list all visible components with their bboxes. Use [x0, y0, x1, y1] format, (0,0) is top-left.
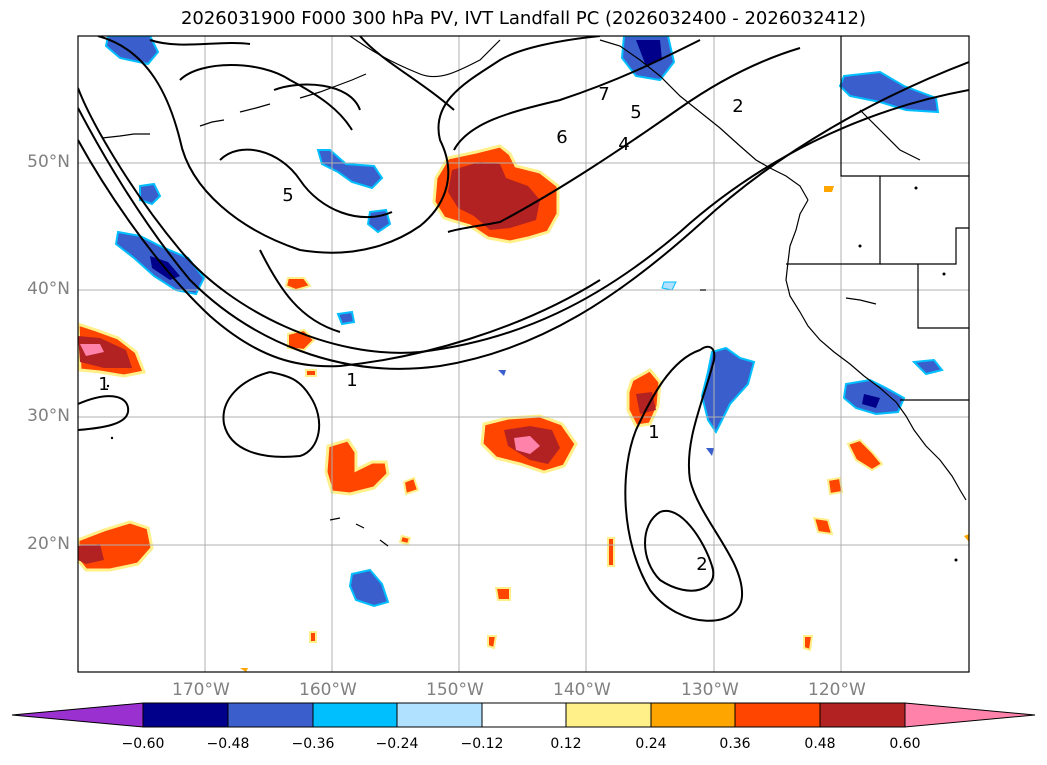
colorbar-swatch	[565, 702, 652, 728]
lat-tick-label: 30°N	[27, 406, 70, 426]
colorbar-tick-label: −0.60	[121, 736, 165, 752]
colorbar-swatch	[819, 702, 906, 728]
map-frame	[77, 35, 970, 673]
contour-label: 6	[556, 127, 567, 148]
lon-tick-label: 160°W	[299, 680, 357, 700]
map-title: 2026031900 F000 300 hPa PV, IVT Landfall…	[180, 8, 867, 29]
colorbar	[11, 702, 1036, 728]
colorbar-tick-label: 0.60	[889, 736, 921, 752]
colorbar-extend-left	[11, 702, 144, 728]
lon-tick-label: 120°W	[808, 680, 866, 700]
colorbar-swatch	[481, 702, 567, 728]
colorbar-tick-label: 0.48	[804, 736, 836, 752]
contour-label: 2	[732, 96, 743, 117]
colorbar-tick-label: −0.48	[206, 736, 250, 752]
colorbar-tick-label: 0.12	[550, 736, 582, 752]
colorbar-swatch	[650, 702, 736, 728]
islands	[106, 186, 958, 562]
colorbar-tick-label: −0.36	[291, 736, 335, 752]
lon-tick-label: 170°W	[172, 680, 230, 700]
colorbar-tick-label: 0.24	[635, 736, 667, 752]
colorbar-swatch	[142, 702, 229, 728]
graticule	[78, 36, 969, 672]
colorbar-swatch	[396, 702, 483, 728]
lon-tick-label: 150°W	[426, 680, 484, 700]
map-area	[78, 36, 969, 672]
lon-tick-label: 140°W	[553, 680, 611, 700]
colorbar-tick-label: 0.36	[719, 736, 751, 752]
contour-label: 7	[598, 84, 609, 105]
lat-tick-label: 20°N	[27, 534, 70, 554]
contour-label: 1	[98, 374, 109, 395]
coastlines	[101, 36, 969, 547]
colorbar-swatch	[312, 702, 398, 728]
contour-label: 4	[618, 134, 629, 155]
contour-label: 5	[630, 102, 641, 123]
lon-tick-label: 130°W	[681, 680, 739, 700]
contour-labels: 7 6 5 5 4 2 1 1 1 2	[98, 84, 743, 575]
lat-tick-label: 50°N	[27, 152, 70, 172]
colorbar-extend-right	[904, 702, 1036, 728]
contour-label: 1	[648, 422, 659, 443]
contour-label: 5	[282, 185, 293, 206]
contour-label: 2	[696, 554, 707, 575]
lat-tick-label: 40°N	[27, 279, 70, 299]
colorbar-swatch	[227, 702, 314, 728]
colorbar-tick-label: −0.24	[375, 736, 419, 752]
contours	[78, 36, 969, 622]
contour-label: 1	[346, 370, 357, 391]
colorbar-swatch	[734, 702, 821, 728]
colorbar-tick-label: −0.12	[460, 736, 504, 752]
